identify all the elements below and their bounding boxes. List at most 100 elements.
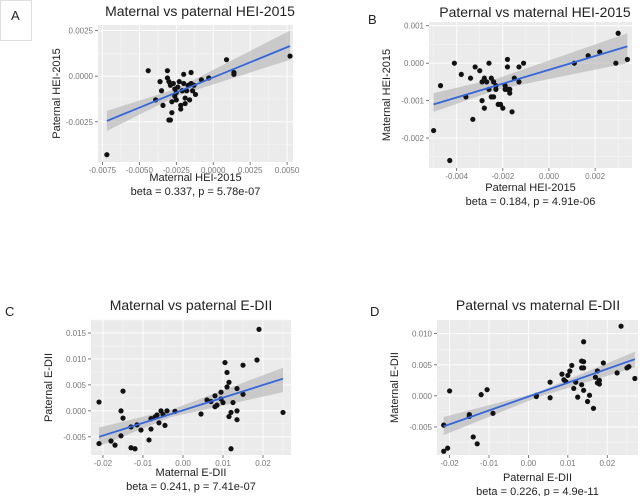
data-point bbox=[565, 372, 571, 378]
data-point bbox=[231, 69, 237, 76]
data-point bbox=[581, 387, 587, 393]
regression-stat: beta = 0.241, p = 7.41e-07 bbox=[126, 481, 256, 493]
data-point bbox=[484, 387, 490, 393]
data-point bbox=[240, 391, 246, 397]
data-point bbox=[581, 359, 587, 365]
data-point bbox=[579, 382, 585, 388]
regression-stat: beta = 0.337, p = 5.78e-07 bbox=[131, 186, 261, 198]
data-point bbox=[569, 362, 575, 369]
data-point bbox=[118, 408, 124, 414]
data-point bbox=[234, 417, 240, 423]
data-point bbox=[96, 440, 102, 447]
data-point bbox=[166, 117, 172, 123]
data-point bbox=[614, 370, 620, 376]
y-axis-label: Paternal E-DII bbox=[43, 353, 55, 422]
data-point bbox=[230, 399, 236, 406]
data-point bbox=[547, 395, 553, 401]
data-point bbox=[228, 409, 234, 416]
data-point bbox=[447, 388, 453, 394]
data-point bbox=[226, 379, 232, 385]
data-point bbox=[212, 393, 218, 399]
data-point bbox=[488, 75, 494, 81]
data-point bbox=[596, 377, 602, 383]
data-point bbox=[447, 157, 453, 164]
data-point bbox=[145, 68, 151, 74]
y-tick-label: 0.010 bbox=[412, 330, 433, 339]
data-point bbox=[173, 97, 179, 103]
data-point bbox=[441, 448, 447, 454]
data-point bbox=[240, 362, 246, 368]
data-point bbox=[567, 368, 573, 374]
data-point bbox=[146, 437, 152, 443]
data-point bbox=[516, 79, 522, 85]
data-point bbox=[169, 110, 175, 116]
confidence-band bbox=[433, 33, 628, 112]
panel-d: -0.02 -0.01 0.00 0.01 0.02 -0.005 0.000 0.005 0.… bbox=[389, 297, 638, 496]
data-point bbox=[118, 433, 124, 439]
panel-label-c: C bbox=[5, 304, 14, 319]
y-tick-label: -0.001 bbox=[401, 97, 424, 106]
data-point bbox=[613, 60, 619, 66]
regression-line bbox=[433, 45, 628, 106]
data-point bbox=[507, 90, 513, 96]
data-point bbox=[220, 399, 226, 406]
data-point bbox=[472, 64, 478, 70]
data-point bbox=[477, 68, 483, 74]
y-tick-label: 0.0000 bbox=[69, 72, 94, 81]
y-tick-label: 0.015 bbox=[66, 329, 87, 338]
x-tick-label: 0.002 bbox=[585, 172, 606, 181]
data-point bbox=[502, 83, 508, 89]
data-point bbox=[504, 64, 511, 70]
y-axis-label: Maternal E-DII bbox=[389, 352, 401, 423]
confidence-band bbox=[106, 30, 291, 131]
data-point bbox=[176, 79, 182, 85]
data-point bbox=[223, 57, 230, 63]
data-point bbox=[108, 438, 114, 444]
data-point bbox=[204, 397, 210, 403]
chart-title: Paternal vs maternal HEI-2015 bbox=[439, 4, 631, 20]
y-axis-label: Paternal HEI-2015 bbox=[51, 48, 63, 139]
data-point bbox=[178, 102, 184, 108]
x-tick-label: 0.00 bbox=[175, 459, 191, 468]
data-point bbox=[138, 427, 144, 433]
data-point bbox=[484, 79, 490, 85]
data-point bbox=[571, 385, 577, 392]
data-point bbox=[104, 152, 110, 158]
data-point bbox=[437, 83, 444, 89]
data-point bbox=[181, 80, 187, 87]
data-point bbox=[226, 413, 232, 420]
data-point bbox=[160, 102, 166, 108]
x-tick-label: 0.0050 bbox=[275, 166, 300, 175]
data-point bbox=[224, 384, 230, 390]
y-tick-label: -0.0025 bbox=[66, 118, 94, 127]
data-point bbox=[198, 411, 204, 417]
x-axis-label: Maternal E-DII bbox=[156, 467, 227, 479]
x-tick-label: -0.02 bbox=[440, 459, 459, 468]
y-tick-label: -0.002 bbox=[401, 134, 424, 143]
regression-stat: beta = 0.226, p = 4.9e-11 bbox=[476, 486, 599, 496]
y-tick-label: 0.000 bbox=[66, 407, 87, 416]
data-point bbox=[479, 98, 485, 104]
x-tick-label: 0.0025 bbox=[238, 166, 263, 175]
data-point bbox=[164, 68, 171, 74]
data-point bbox=[575, 394, 581, 400]
data-point bbox=[490, 410, 496, 416]
x-axis-label: Paternal E-DII bbox=[503, 472, 572, 484]
data-point bbox=[182, 95, 188, 101]
panel-a: -0.0075 -0.0050 -0.0025 0.0000 0.0025 0.0050 -… bbox=[51, 3, 300, 198]
x-tick-label: 0.02 bbox=[255, 459, 271, 468]
data-point bbox=[218, 389, 224, 395]
data-point bbox=[615, 30, 621, 36]
regression-stat: beta = 0.184, p = 4.91e-06 bbox=[466, 196, 596, 208]
data-point bbox=[597, 49, 603, 55]
data-point bbox=[497, 101, 504, 107]
x-tick-label: -0.004 bbox=[445, 172, 468, 181]
data-point bbox=[128, 445, 134, 451]
data-point bbox=[120, 388, 126, 394]
data-point bbox=[164, 408, 170, 414]
regression-line bbox=[443, 358, 636, 428]
data-point bbox=[474, 441, 480, 447]
data-point bbox=[132, 446, 138, 452]
data-point bbox=[478, 392, 484, 398]
